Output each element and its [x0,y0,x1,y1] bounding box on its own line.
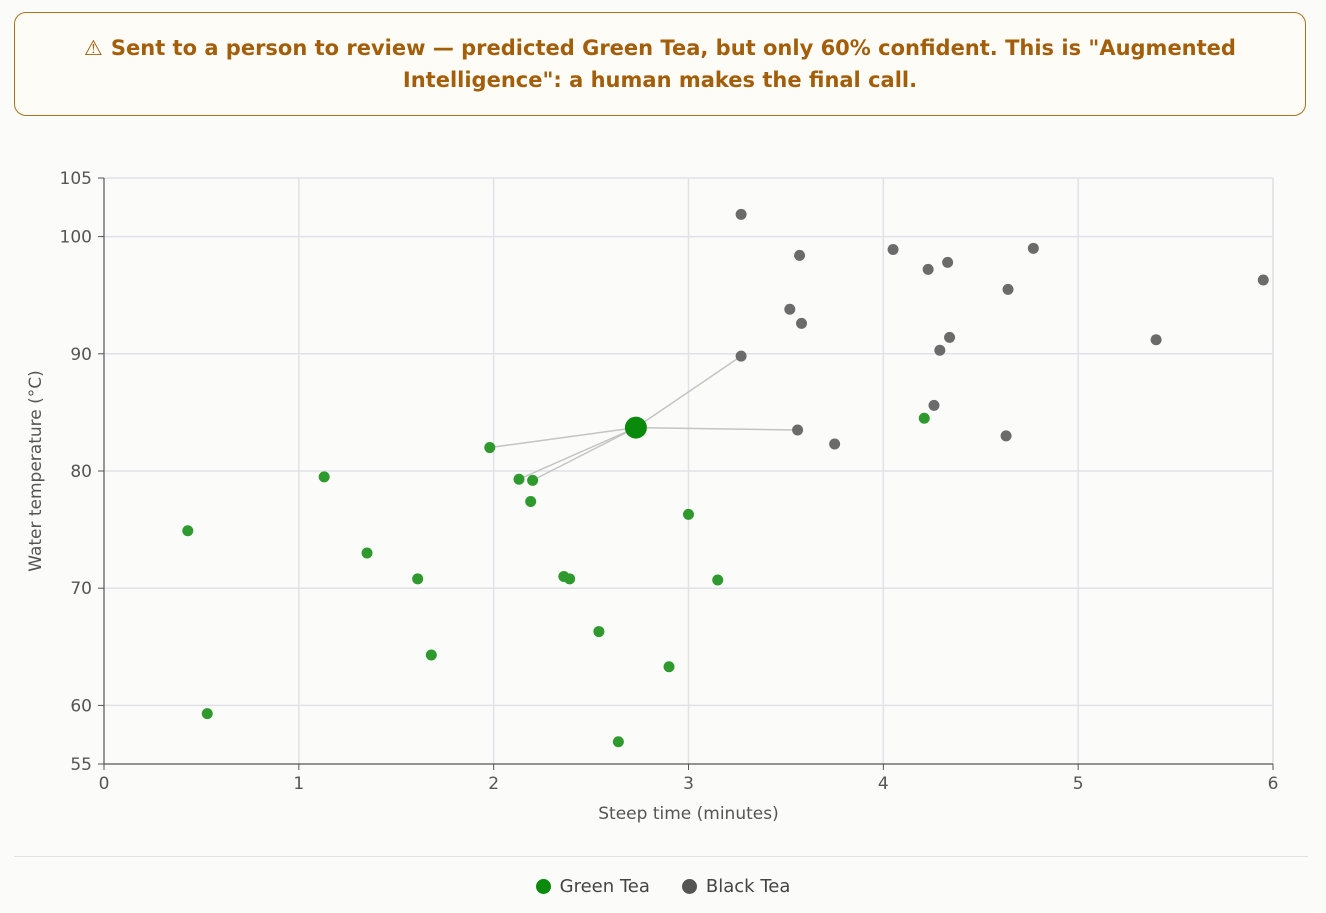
black-tea-point [796,317,808,329]
x-tick-label: 4 [878,774,889,794]
y-tick-label: 60 [70,696,92,716]
green-tea-point [425,649,437,661]
warning-triangle-icon: ⚠ [84,36,103,60]
black-tea-point [1257,274,1269,286]
legend-label: Green Tea [559,876,650,897]
legend-swatch [535,879,551,894]
green-tea-point [663,661,675,673]
green-tea-point [318,471,330,483]
green-tea-point [683,508,694,520]
banner-message: ⚠ Sent to a person to review — predicted … [55,32,1265,96]
black-tea-point [887,243,899,255]
black-tea-point [794,249,806,261]
black-tea-point [928,399,940,411]
x-tick-label: 2 [488,774,499,794]
x-tick-label: 6 [1268,774,1279,794]
review-banner: ⚠ Sent to a person to review — predicted … [14,12,1306,116]
green-tea-point [593,626,605,638]
black-tea-point [1150,334,1162,346]
green-tea-point [201,708,213,720]
x-tick-label: 5 [1073,774,1084,794]
green-tea-point [513,473,525,485]
green-tea-point [527,474,539,486]
x-tick-label: 3 [683,774,694,794]
y-tick-label: 55 [70,755,92,775]
green-tea-point [182,525,194,537]
x-axis-label: Steep time (minutes) [598,804,778,824]
y-tick-label: 100 [60,228,92,248]
black-tea-point [735,350,747,362]
y-tick-label: 105 [60,169,92,189]
legend-item-black-tea[interactable]: Black Tea [681,876,791,897]
banner-text: Sent to a person to review — predicted G… [110,36,1236,92]
green-tea-point [564,573,576,585]
scatter-chart: 0 1 2 3 4 5 6 55 60 70 80 90 100 105 Steep time (minut… [26,169,1279,824]
black-tea-point [735,208,747,220]
neighbor-link [518,426,637,480]
black-tea-point [1002,283,1014,295]
y-tick-label: 80 [70,462,92,482]
green-tea-point [412,573,424,585]
black-tea-point [1000,430,1012,442]
x-tick-label: 0 [99,774,110,794]
green-tea-point [525,495,537,507]
y-axis-label: Water temperature (°C) [26,370,46,572]
green-tea-point [361,547,373,559]
legend-swatch [681,879,697,894]
y-tick-label: 70 [70,579,92,599]
black-tea-point [792,424,804,436]
neighbor-link [489,426,636,449]
black-tea-point [1027,242,1039,254]
green-tea-point [918,412,930,424]
green-tea-point [612,736,624,748]
black-tea-point [934,344,946,356]
neighbor-link [635,355,742,429]
green-tea-point [712,574,724,586]
black-tea-point [829,438,841,450]
legend-item-green-tea[interactable]: Green Tea [535,876,650,897]
chart-legend: Green Tea Black Tea [0,876,1326,897]
black-tea-point [944,331,956,343]
black-tea-point [922,263,934,275]
x-tick-label: 1 [293,774,304,794]
legend-label: Black Tea [705,876,791,897]
query-point [624,416,647,439]
green-tea-point [484,442,496,454]
neighbor-link [532,426,637,482]
y-tick-label: 90 [70,345,92,365]
black-tea-point [942,256,954,268]
black-tea-point [784,303,796,315]
legend-divider [14,856,1308,857]
neighbor-link [635,426,798,431]
